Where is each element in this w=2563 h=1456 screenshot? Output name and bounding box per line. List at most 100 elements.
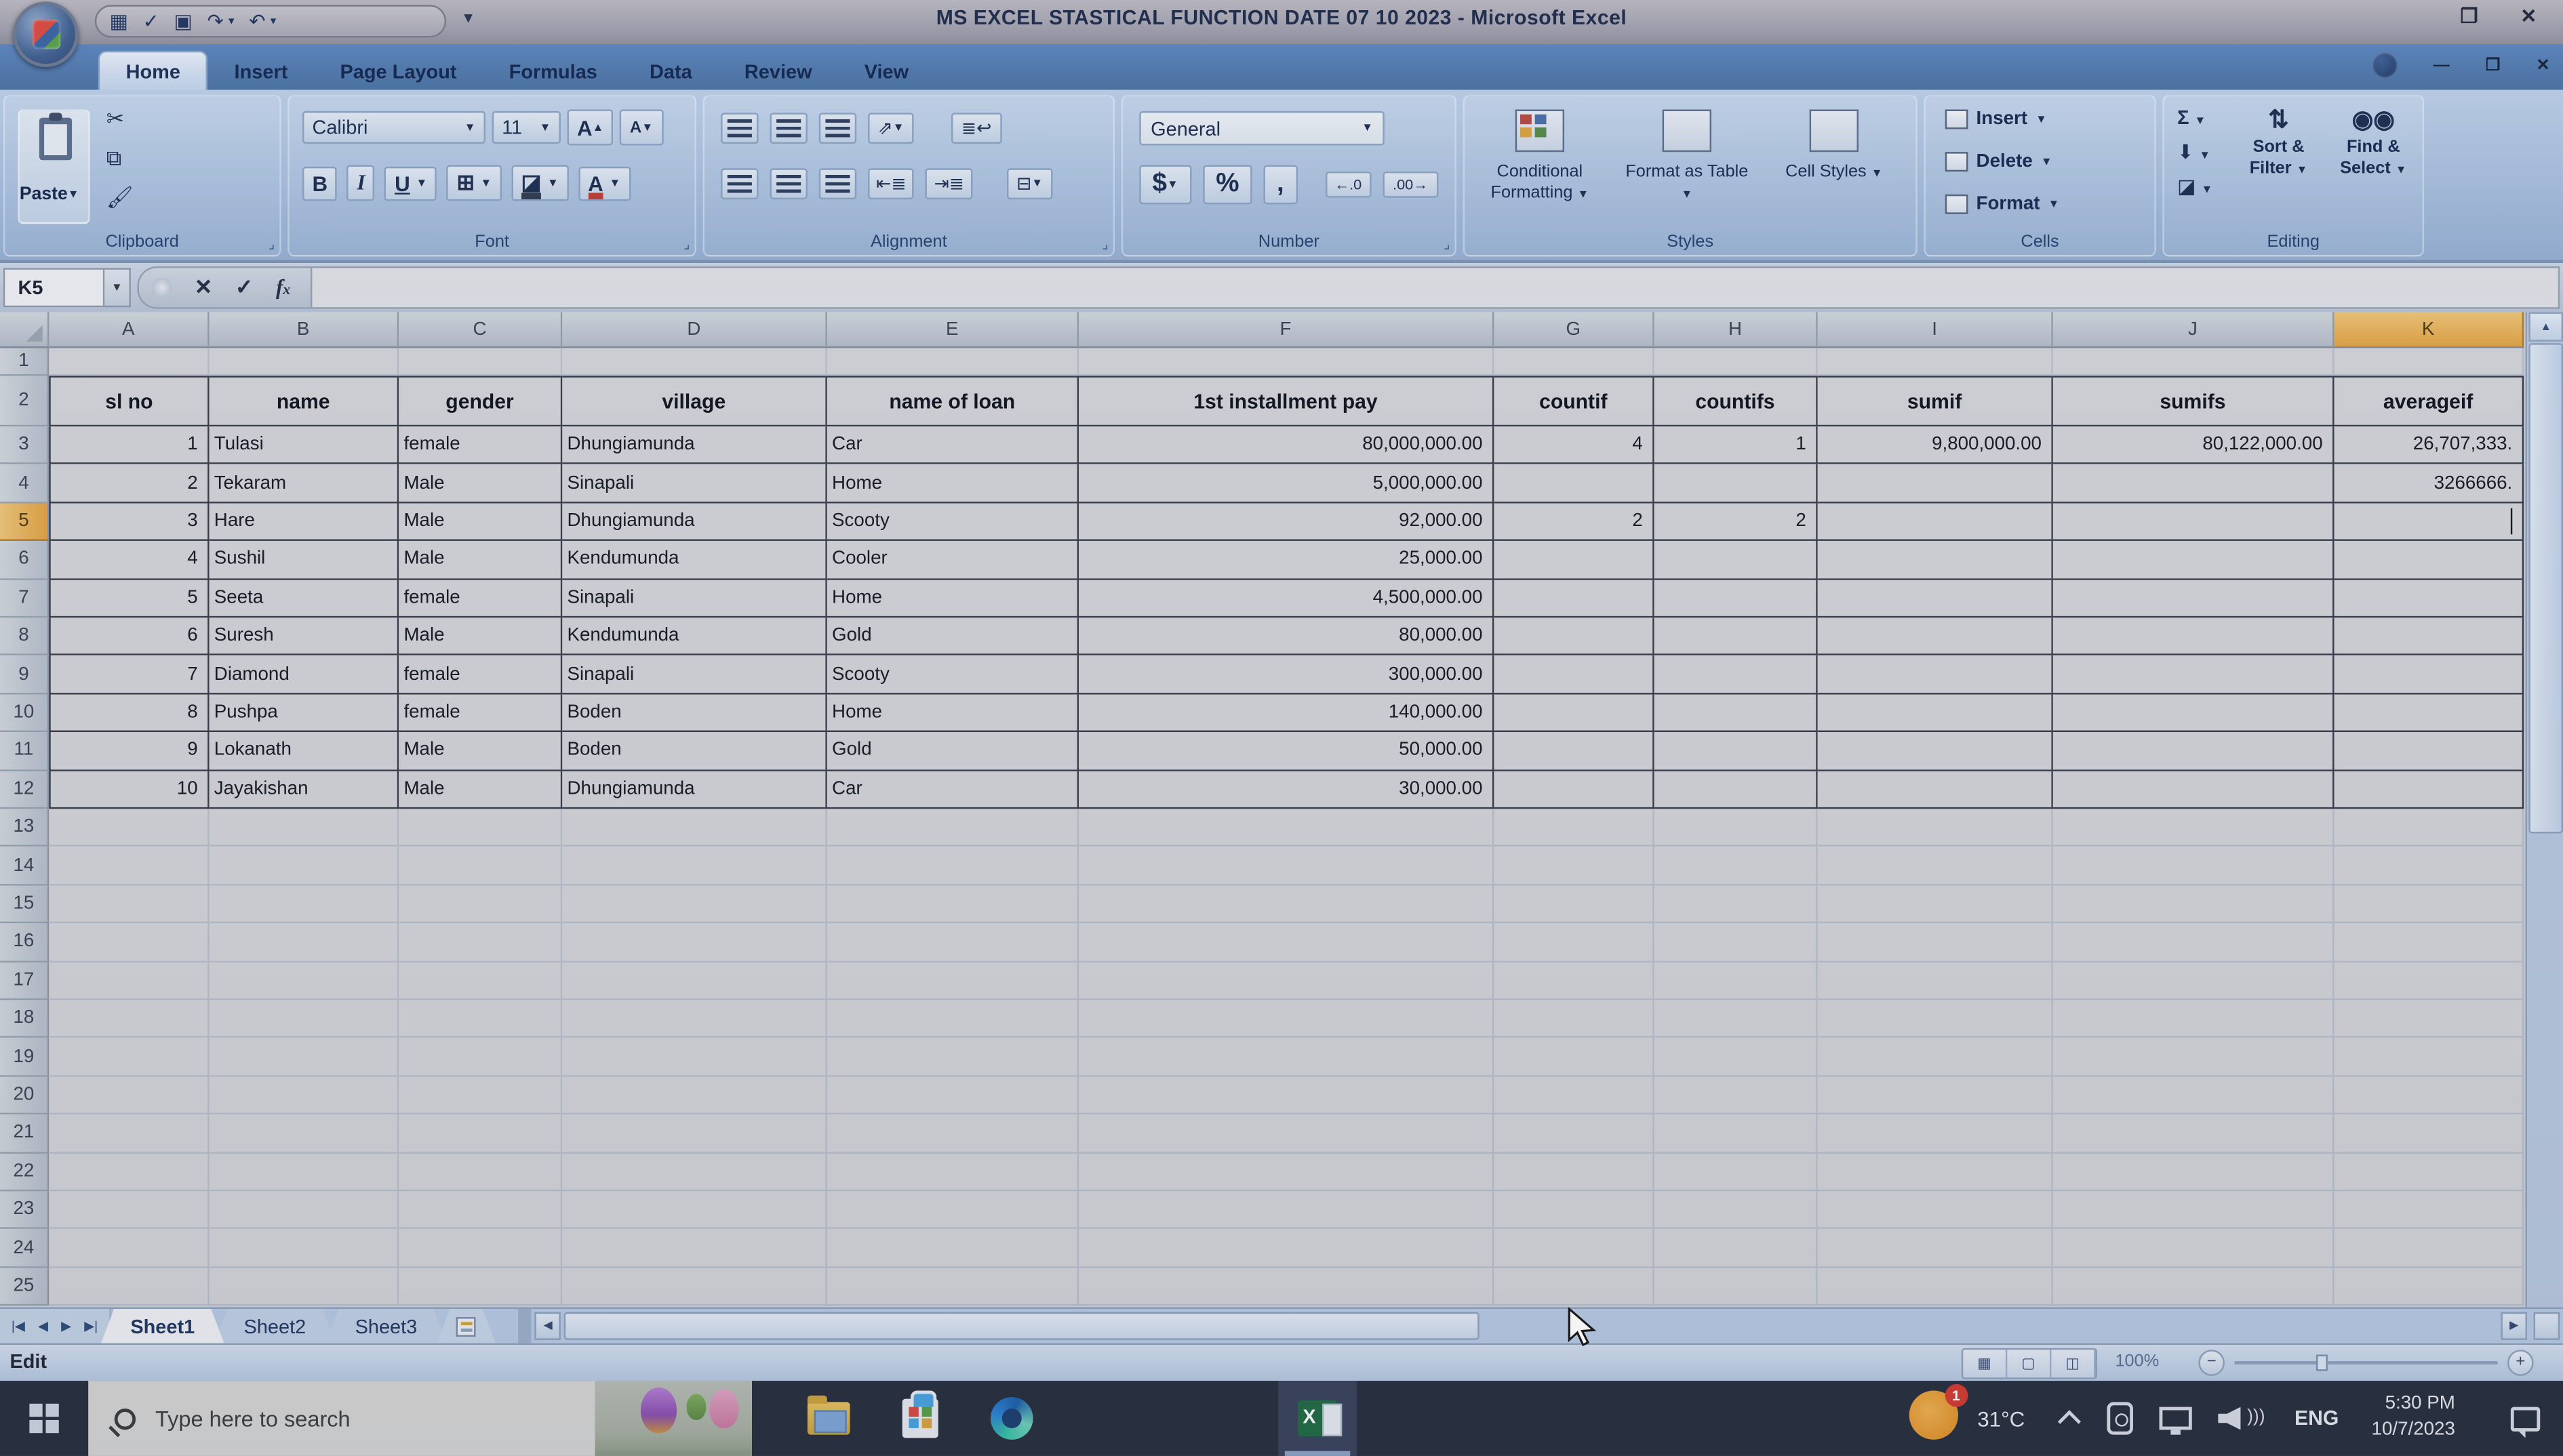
cell-B1[interactable] (209, 348, 399, 376)
scroll-up-icon[interactable]: ▲ (2528, 312, 2563, 342)
cell-F20[interactable] (1079, 1076, 1494, 1115)
cell-K17[interactable] (2334, 961, 2524, 1000)
cell-C22[interactable] (399, 1152, 563, 1192)
wrap-text-icon[interactable]: ≣↩ (951, 113, 1001, 144)
cell-C7[interactable]: female (399, 579, 563, 618)
row-header-22[interactable]: 22 (0, 1152, 49, 1192)
row-header-13[interactable]: 13 (0, 809, 49, 847)
cell-J5[interactable] (2052, 503, 2334, 542)
cell-K18[interactable] (2334, 1000, 2524, 1038)
cell-D7[interactable]: Sinapali (562, 579, 827, 618)
align-top-icon[interactable] (721, 113, 759, 144)
cell-G6[interactable] (1494, 541, 1654, 580)
increase-indent-icon[interactable]: ⇥≣ (926, 168, 973, 200)
insert-cells-button[interactable]: Insert ▼ (1945, 109, 2047, 129)
column-header-A[interactable]: A (49, 312, 210, 348)
cell-F23[interactable] (1079, 1191, 1494, 1230)
cell-J20[interactable] (2052, 1076, 2334, 1115)
cell-F3[interactable]: 80,000,000.00 (1079, 426, 1494, 465)
cell-I24[interactable] (1817, 1229, 2053, 1268)
row-header-9[interactable]: 9 (0, 655, 49, 695)
cell-C4[interactable]: Male (399, 464, 563, 503)
ribbon-tab-review[interactable]: Review (744, 60, 812, 83)
cell-A6[interactable]: 4 (49, 541, 210, 580)
cell-K4[interactable]: 3266666. (2334, 464, 2524, 503)
cell-B13[interactable] (209, 809, 399, 847)
vertical-scroll-thumb[interactable] (2528, 343, 2563, 834)
undo-dropdown-icon[interactable]: ▾ (270, 16, 277, 28)
phone-link-icon[interactable] (2106, 1402, 2133, 1435)
ribbon-tab-insert[interactable]: Insert (234, 60, 288, 83)
cell-K24[interactable] (2334, 1229, 2524, 1268)
cell-A20[interactable] (49, 1076, 210, 1115)
cell-D20[interactable] (562, 1076, 827, 1115)
column-header-I[interactable]: I (1817, 312, 2053, 348)
cell-A5[interactable]: 3 (49, 503, 210, 542)
cell-B8[interactable]: Suresh (209, 618, 399, 656)
cell-C19[interactable] (399, 1038, 563, 1077)
row-header-18[interactable]: 18 (0, 1000, 49, 1038)
percent-style-icon[interactable]: % (1202, 165, 1252, 205)
cell-H11[interactable] (1654, 732, 1818, 771)
row-header-24[interactable]: 24 (0, 1229, 49, 1268)
cell-H23[interactable] (1654, 1191, 1818, 1230)
cell-G20[interactable] (1494, 1076, 1654, 1115)
cell-H3[interactable]: 1 (1654, 426, 1818, 465)
merge-center-icon[interactable]: ⊟ ▼ (1006, 168, 1053, 200)
scroll-left-icon[interactable]: ◀ (534, 1312, 561, 1340)
cell-C21[interactable] (399, 1114, 563, 1153)
cell-A2[interactable]: sl no (49, 376, 210, 427)
column-header-C[interactable]: C (399, 312, 563, 348)
cell-E18[interactable] (827, 1000, 1079, 1038)
cell-C6[interactable]: Male (399, 541, 563, 580)
cell-K22[interactable] (2334, 1152, 2524, 1192)
cell-E12[interactable]: Car (827, 770, 1079, 809)
excel-taskbar-button[interactable] (1278, 1381, 1357, 1456)
cell-H5[interactable]: 2 (1654, 503, 1818, 542)
cell-C12[interactable]: Male (399, 770, 563, 809)
cell-I13[interactable] (1817, 809, 2053, 847)
ribbon-tab-home[interactable]: Home (98, 50, 208, 90)
column-header-H[interactable]: H (1654, 312, 1818, 348)
table-icon[interactable]: ▦ (109, 9, 128, 33)
font-family-select[interactable]: Calibri ▼ (302, 110, 485, 144)
cell-E1[interactable] (827, 348, 1079, 376)
cell-I8[interactable] (1817, 618, 2053, 656)
cell-B16[interactable] (209, 923, 399, 962)
cell-G7[interactable] (1494, 579, 1654, 618)
cell-A16[interactable] (49, 923, 210, 962)
align-right-icon[interactable] (818, 168, 857, 200)
cell-E15[interactable] (827, 885, 1079, 924)
cell-C9[interactable]: female (399, 655, 563, 695)
cell-C1[interactable] (399, 348, 563, 376)
cell-K10[interactable] (2334, 694, 2524, 733)
cell-E4[interactable]: Home (827, 464, 1079, 503)
align-left-icon[interactable] (721, 168, 759, 200)
cell-G1[interactable] (1494, 348, 1654, 376)
cell-D6[interactable]: Kendumunda (562, 541, 827, 580)
zoom-in-icon[interactable]: + (2507, 1350, 2534, 1376)
restore-workbook-icon[interactable]: ❐ (2485, 56, 2501, 75)
cell-K1[interactable] (2334, 348, 2524, 376)
scroll-right-icon[interactable]: ▶ (2501, 1312, 2527, 1340)
cell-K9[interactable] (2334, 655, 2524, 695)
cell-A24[interactable] (49, 1229, 210, 1268)
cell-C11[interactable]: Male (399, 732, 563, 771)
cell-H25[interactable] (1654, 1268, 1818, 1306)
cell-C13[interactable] (399, 809, 563, 847)
row-header-1[interactable]: 1 (0, 348, 49, 376)
cell-F12[interactable]: 30,000.00 (1079, 770, 1494, 809)
cell-K23[interactable] (2334, 1191, 2524, 1230)
cell-F9[interactable]: 300,000.00 (1079, 655, 1494, 695)
cell-D23[interactable] (562, 1191, 827, 1230)
edge-browser-icon[interactable] (990, 1397, 1033, 1440)
ribbon-tab-formulas[interactable]: Formulas (509, 60, 597, 83)
cell-A11[interactable]: 9 (49, 732, 210, 771)
cell-J14[interactable] (2052, 847, 2334, 886)
cell-I6[interactable] (1817, 541, 2053, 580)
cell-D16[interactable] (562, 923, 827, 962)
cell-D15[interactable] (562, 885, 827, 924)
cell-G16[interactable] (1494, 923, 1654, 962)
cell-J8[interactable] (2052, 618, 2334, 656)
cell-D5[interactable]: Dhungiamunda (562, 503, 827, 542)
